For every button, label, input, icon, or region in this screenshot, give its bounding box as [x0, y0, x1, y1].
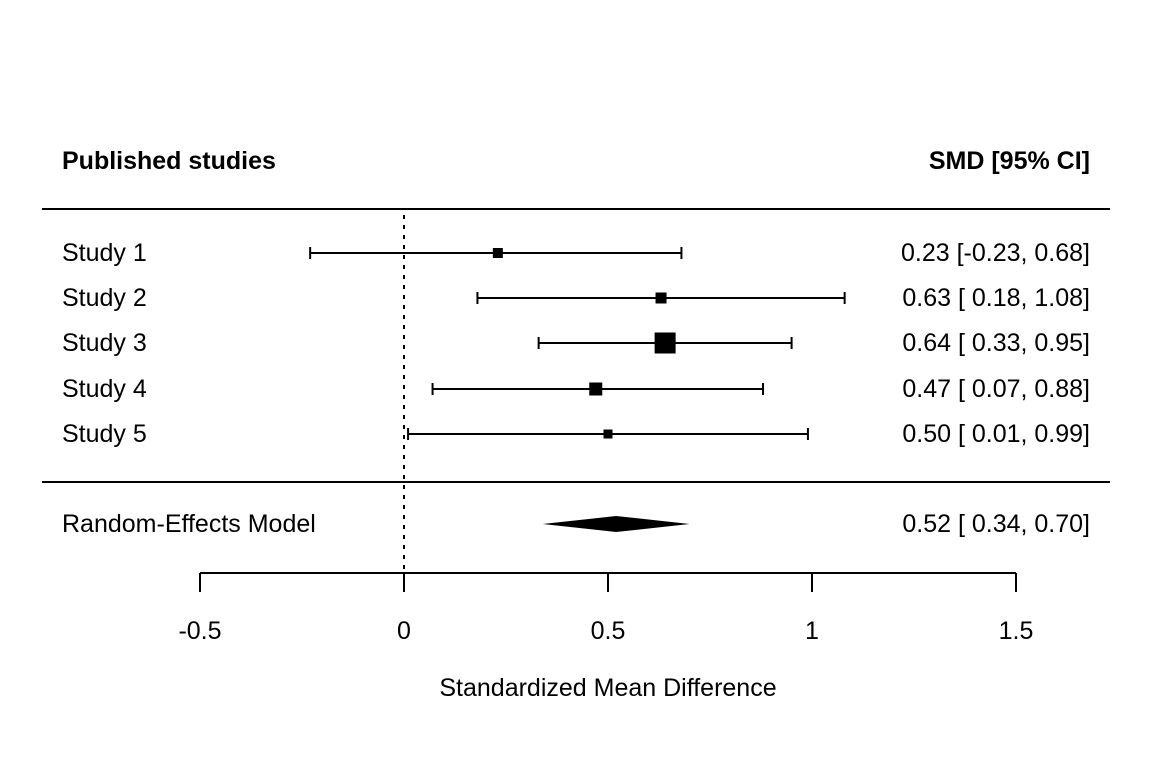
study-estimate-text: 0.47 [ 0.07, 0.88]: [902, 375, 1090, 403]
point-estimate-marker: [654, 332, 676, 354]
x-axis-title: Standardized Mean Difference: [439, 674, 777, 702]
study-estimate-text: 0.23 [-0.23, 0.68]: [900, 239, 1090, 267]
study-estimate-text: 0.64 [ 0.33, 0.95]: [902, 329, 1090, 357]
panel-title: Published studies: [62, 147, 276, 175]
study-estimate-text: 0.63 [ 0.18, 1.08]: [902, 284, 1090, 312]
point-estimate-marker: [589, 382, 603, 396]
point-estimate-marker: [603, 429, 613, 439]
x-tick-label: 0.5: [590, 617, 626, 645]
point-estimate-marker: [492, 248, 503, 258]
x-tick-label: -0.5: [178, 617, 222, 645]
study-estimate-text: 0.50 [ 0.01, 0.99]: [902, 420, 1090, 448]
summary-estimate-text: 0.52 [ 0.34, 0.70]: [902, 510, 1090, 538]
study-label: Study 3: [62, 329, 147, 357]
x-tick-label: 1: [805, 617, 819, 645]
study-label: Study 4: [62, 375, 147, 403]
summary-diamond: [542, 516, 690, 532]
effect-column-header: SMD [95% CI]: [928, 147, 1090, 175]
x-tick-label: 1.5: [998, 617, 1034, 645]
study-label: Study 1: [62, 239, 147, 267]
study-label: Study 2: [62, 284, 147, 312]
point-estimate-marker: [655, 292, 667, 304]
study-label: Study 5: [62, 420, 147, 448]
summary-label: Random-Effects Model: [62, 510, 316, 538]
x-tick-label: 0: [397, 617, 411, 645]
